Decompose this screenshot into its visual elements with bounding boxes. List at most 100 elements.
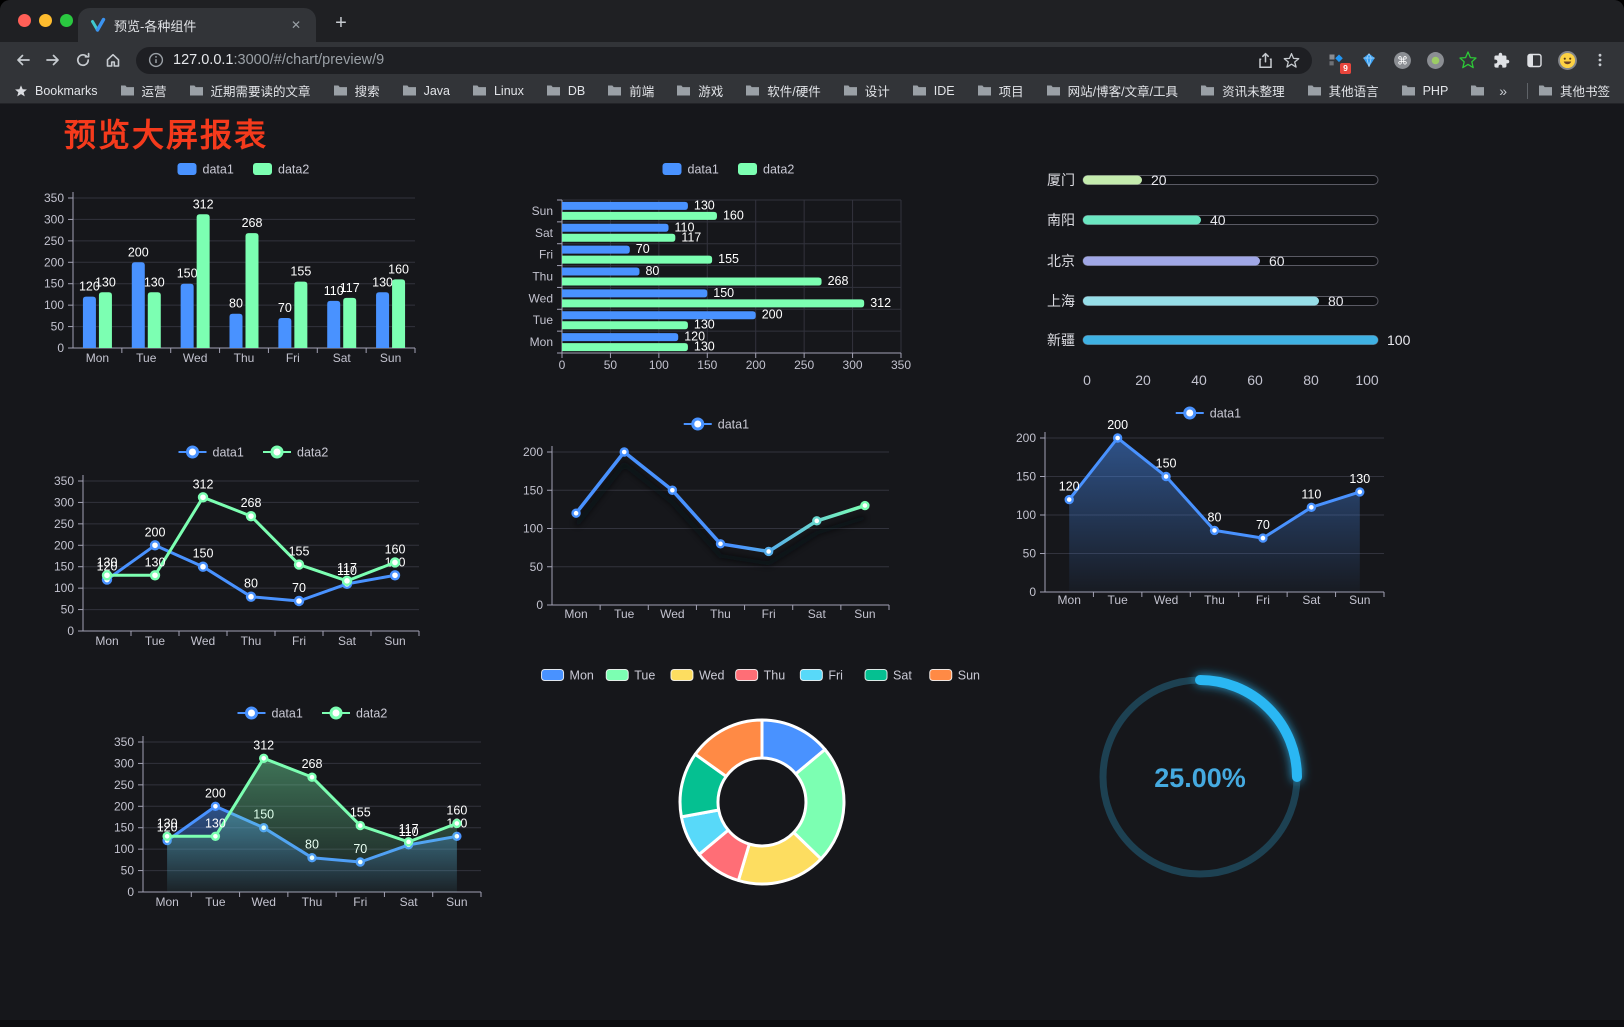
bookmarks-overflow-chevron[interactable]: » <box>1499 82 1507 99</box>
bookmarks-folders: 运营 近期需要读的文章 搜索 Java Linux DB 前端 游戏 软件/硬件 设计 IDE 项目 网… <box>120 81 1490 100</box>
svg-text:北京: 北京 <box>1047 253 1075 269</box>
bookmark-folder-0[interactable]: 运营 <box>120 81 167 100</box>
extension-greendot-icon[interactable] <box>1423 48 1447 72</box>
site-info-icon[interactable] <box>148 52 164 68</box>
bookmark-folder-7[interactable]: 游戏 <box>676 81 723 100</box>
chart-line-two-series: 0 50 100 150 200 250 300 350 Mon Tue Wed Thu Fri Sat S… <box>54 445 420 648</box>
url-text: 127.0.0.1:3000/#/chart/preview/9 <box>173 52 1248 68</box>
bookmark-folder-label: IDE <box>933 83 955 98</box>
bookmark-folder-1[interactable]: 近期需要读的文章 <box>189 81 311 100</box>
bookmark-folder-label: 其他语言 <box>1328 85 1379 99</box>
svg-text:data1: data1 <box>213 446 244 460</box>
folder-icon <box>1046 85 1060 96</box>
back-button[interactable] <box>8 45 38 75</box>
side-panel-icon[interactable] <box>1522 48 1546 72</box>
svg-text:100: 100 <box>54 581 74 595</box>
share-icon[interactable] <box>1257 52 1274 69</box>
folder-icon <box>1471 85 1485 96</box>
svg-text:Fri: Fri <box>1256 593 1270 607</box>
svg-text:80: 80 <box>1303 372 1319 388</box>
extension-blocker-icon[interactable]: 9 <box>1324 48 1351 74</box>
other-bookmarks-label: 其他书签 <box>1559 85 1610 99</box>
window-controls <box>18 14 73 27</box>
bookmark-folder-4[interactable]: Linux <box>472 84 524 98</box>
svg-text:Thu: Thu <box>241 634 262 648</box>
reload-button[interactable] <box>68 45 98 75</box>
bookmark-folder-14[interactable]: 其他语言 <box>1307 81 1379 100</box>
svg-text:data1: data1 <box>688 163 719 177</box>
extension-command-icon[interactable]: ⌘ <box>1390 48 1414 72</box>
bookmark-folder-10[interactable]: IDE <box>912 84 955 98</box>
home-button[interactable] <box>98 45 128 75</box>
svg-text:130: 130 <box>372 275 393 289</box>
svg-text:80: 80 <box>229 297 243 311</box>
bookmark-folder-9[interactable]: 设计 <box>843 81 890 100</box>
svg-text:130: 130 <box>95 275 116 289</box>
bookmark-folder-3[interactable]: Java <box>402 84 450 98</box>
extensions-puzzle-icon[interactable] <box>1489 48 1513 72</box>
svg-text:200: 200 <box>114 799 134 813</box>
address-bar[interactable]: 127.0.0.1:3000/#/chart/preview/9 <box>136 46 1312 74</box>
folder-icon <box>1538 85 1552 96</box>
svg-text:0: 0 <box>127 885 134 899</box>
bookmarks-root-label: Bookmarks <box>35 83 98 98</box>
window-zoom-button[interactable] <box>60 14 73 27</box>
svg-text:50: 50 <box>51 320 65 334</box>
svg-text:200: 200 <box>1107 418 1128 432</box>
svg-text:150: 150 <box>193 547 214 561</box>
bookmark-folder-label: PHP <box>1422 83 1449 98</box>
svg-text:data1: data1 <box>718 418 749 432</box>
svg-text:25.00%: 25.00% <box>1154 763 1246 793</box>
svg-text:Mon: Mon <box>570 669 594 683</box>
bookmark-star-icon[interactable] <box>1283 52 1300 69</box>
extension-gem-icon[interactable] <box>1357 48 1381 72</box>
browser-tab[interactable]: 预览-各种组件 ✕ <box>78 8 316 42</box>
page-title: 预览大屏报表 <box>64 117 269 153</box>
star-icon <box>15 84 27 96</box>
svg-text:130: 130 <box>205 816 226 830</box>
menu-dots-icon[interactable] <box>1588 48 1612 72</box>
extension-greenstar-icon[interactable] <box>1456 48 1480 72</box>
svg-text:Mon: Mon <box>155 895 178 909</box>
svg-text:Sun: Sun <box>384 634 405 648</box>
bookmark-folder-11[interactable]: 项目 <box>977 81 1024 100</box>
window-minimize-button[interactable] <box>39 14 52 27</box>
svg-text:Sun: Sun <box>1349 593 1370 607</box>
bookmarks-separator <box>1526 82 1528 99</box>
svg-text:160: 160 <box>446 803 467 817</box>
svg-text:160: 160 <box>723 208 744 222</box>
tab-title: 预览-各种组件 <box>114 18 197 34</box>
bookmark-folder-5[interactable]: DB <box>546 84 585 98</box>
svg-text:150: 150 <box>523 483 543 497</box>
bookmark-folder-16[interactable]: 文件服务器 <box>1470 81 1489 100</box>
forward-button[interactable] <box>38 45 68 75</box>
bookmark-folder-12[interactable]: 网站/博客/文章/工具 <box>1046 81 1178 100</box>
bookmark-folder-13[interactable]: 资讯未整理 <box>1200 81 1285 100</box>
tab-close-icon[interactable]: ✕ <box>290 18 302 32</box>
folder-icon <box>746 85 760 96</box>
svg-text:0: 0 <box>559 358 566 372</box>
bookmark-folder-label: 游戏 <box>698 85 724 99</box>
svg-text:130: 130 <box>694 318 715 332</box>
window-close-button[interactable] <box>18 14 31 27</box>
bookmark-folder-label: 前端 <box>629 85 655 99</box>
svg-text:Mon: Mon <box>95 634 118 648</box>
other-bookmarks[interactable]: 其他书签 <box>1538 81 1610 100</box>
bookmark-folder-15[interactable]: PHP <box>1401 83 1449 98</box>
svg-text:350: 350 <box>54 474 74 488</box>
bookmark-folder-6[interactable]: 前端 <box>607 81 654 100</box>
bookmarks-root[interactable]: Bookmarks <box>14 84 98 98</box>
svg-text:150: 150 <box>44 277 64 291</box>
new-tab-button[interactable]: + <box>335 12 347 34</box>
svg-text:300: 300 <box>114 756 134 770</box>
bookmark-folder-8[interactable]: 软件/硬件 <box>745 81 821 100</box>
bookmark-folder-2[interactable]: 搜索 <box>333 81 380 100</box>
tab-strip: 预览-各种组件 ✕ + <box>0 0 1624 42</box>
svg-text:250: 250 <box>114 778 134 792</box>
page-content: 预览大屏报表 0 50 100 150 200 250 300 350 Mon Tue Wed Thu… <box>0 104 1624 1027</box>
profile-avatar-icon[interactable] <box>1555 48 1579 72</box>
svg-text:268: 268 <box>242 216 263 230</box>
folder-icon <box>120 85 134 96</box>
svg-text:⌘: ⌘ <box>1396 55 1407 67</box>
